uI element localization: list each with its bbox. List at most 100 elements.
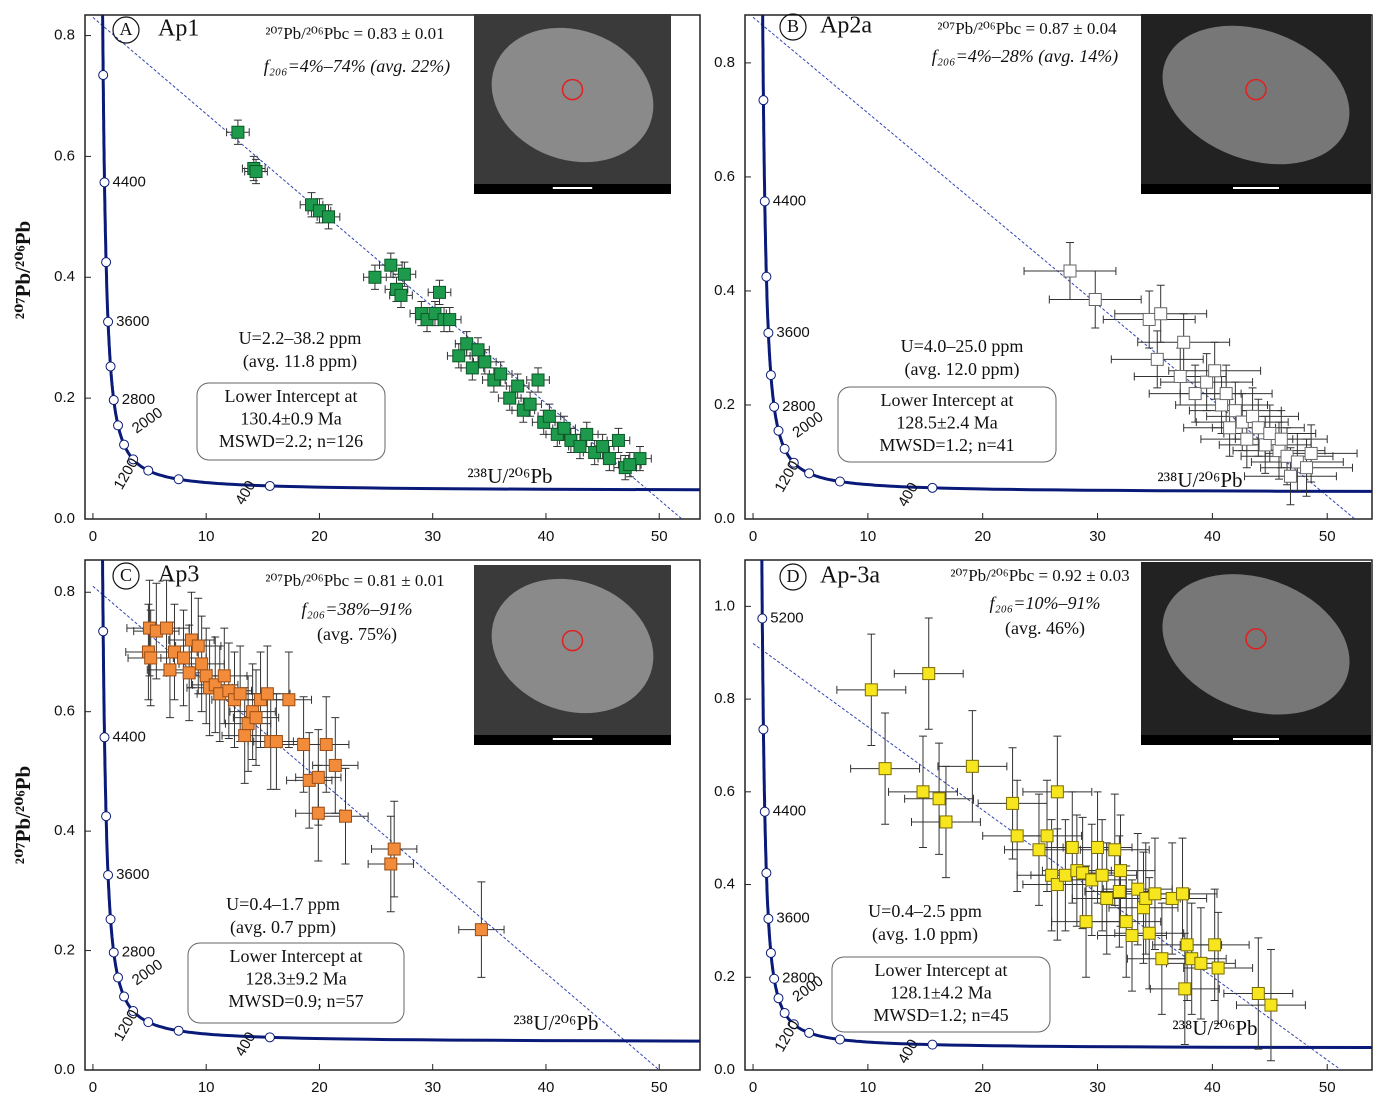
common-pb: ²⁰⁷Pb/²⁰⁶Pbc = 0.87 ± 0.04 bbox=[937, 19, 1117, 38]
point bbox=[192, 640, 204, 652]
point bbox=[312, 771, 324, 783]
x-tick-label: 0 bbox=[89, 528, 97, 545]
point bbox=[558, 422, 570, 434]
age-label: 3600 bbox=[776, 324, 809, 341]
point bbox=[1212, 962, 1224, 974]
point bbox=[1177, 888, 1189, 900]
concordia-marker bbox=[774, 994, 783, 1003]
concordia-marker bbox=[144, 466, 153, 475]
concordia-marker bbox=[762, 272, 771, 281]
point bbox=[865, 684, 877, 696]
y-tick-label: 0.0 bbox=[54, 1061, 75, 1078]
point bbox=[385, 259, 397, 271]
y-tick-label: 0.2 bbox=[54, 942, 75, 959]
point bbox=[1201, 376, 1213, 388]
y-tick-label: 1.0 bbox=[714, 597, 735, 614]
concordia-marker bbox=[805, 469, 814, 478]
point bbox=[283, 694, 295, 706]
panel-letter: D bbox=[787, 566, 800, 586]
point bbox=[1179, 983, 1191, 995]
intercept-text: Lower Intercept at bbox=[230, 946, 363, 966]
point bbox=[218, 670, 230, 682]
point bbox=[339, 810, 351, 822]
point bbox=[369, 271, 381, 283]
y-tick-label: 0.6 bbox=[54, 147, 75, 164]
point bbox=[250, 166, 262, 178]
point bbox=[933, 793, 945, 805]
x-tick-label: 40 bbox=[538, 1079, 555, 1096]
point bbox=[398, 268, 410, 280]
x-tick-label: 30 bbox=[1089, 528, 1106, 545]
concordia-marker bbox=[760, 197, 769, 206]
point bbox=[1252, 988, 1264, 1000]
x-axis-label: ²³⁸U/²⁰⁶Pb bbox=[513, 1011, 598, 1035]
age-label: 4400 bbox=[773, 803, 806, 820]
point bbox=[512, 380, 524, 392]
point bbox=[320, 739, 332, 751]
point bbox=[1275, 433, 1287, 445]
age-label: 4400 bbox=[112, 728, 145, 745]
x-tick-label: 50 bbox=[1319, 1079, 1336, 1096]
concordia-marker bbox=[120, 992, 129, 1001]
common-pb: ²⁰⁷Pb/²⁰⁶Pbc = 0.83 ± 0.01 bbox=[265, 24, 444, 43]
concordia-marker bbox=[99, 71, 108, 80]
intercept-text: 128.5±2.4 Ma bbox=[896, 413, 997, 433]
y-tick-label: 0.4 bbox=[54, 822, 75, 839]
concordia-marker bbox=[120, 440, 129, 449]
age-label: 4400 bbox=[112, 173, 145, 190]
x-tick-label: 10 bbox=[198, 528, 215, 545]
point bbox=[1181, 939, 1193, 951]
point bbox=[270, 736, 282, 748]
concordia-marker bbox=[928, 1040, 937, 1049]
x-tick-label: 40 bbox=[1204, 1079, 1221, 1096]
y-tick-label: 0.6 bbox=[714, 168, 735, 185]
point bbox=[312, 807, 324, 819]
point bbox=[1059, 869, 1071, 881]
f206: (avg. 75%) bbox=[317, 624, 397, 645]
point bbox=[1247, 410, 1259, 422]
x-tick-label: 30 bbox=[424, 1079, 441, 1096]
y-tick-label: 0.4 bbox=[714, 876, 735, 893]
point bbox=[164, 664, 176, 676]
concordia-marker bbox=[265, 481, 274, 490]
page: 010203040500.00.20.40.60.840012002000280… bbox=[0, 0, 1379, 1102]
concordia-marker bbox=[759, 96, 768, 105]
f206: f₂₀₆=4%–74% (avg. 22%) bbox=[264, 56, 450, 77]
point bbox=[1089, 293, 1101, 305]
point bbox=[1115, 865, 1127, 877]
point bbox=[1305, 447, 1317, 459]
x-tick-label: 10 bbox=[860, 1079, 877, 1096]
point bbox=[1113, 886, 1125, 898]
point bbox=[603, 453, 615, 465]
panel-letter: A bbox=[120, 19, 133, 39]
u-avg: (avg. 11.8 ppm) bbox=[243, 351, 357, 372]
u-range: U=2.2–38.2 ppm bbox=[239, 328, 362, 348]
point bbox=[1229, 405, 1241, 417]
point bbox=[466, 362, 478, 374]
age-label: 5200 bbox=[770, 609, 803, 626]
point bbox=[234, 688, 246, 700]
x-tick-label: 20 bbox=[974, 1079, 991, 1096]
point bbox=[329, 759, 341, 771]
x-tick-label: 20 bbox=[974, 528, 991, 545]
u-range: U=0.4–1.7 ppm bbox=[226, 894, 340, 914]
point bbox=[543, 410, 555, 422]
concordia-marker bbox=[114, 421, 123, 430]
point bbox=[574, 440, 586, 452]
concordia-marker bbox=[106, 362, 115, 371]
point bbox=[444, 314, 456, 326]
u-avg: (avg. 1.0 ppm) bbox=[872, 924, 978, 945]
f206: f₂₀₆=10%–91% bbox=[990, 593, 1101, 613]
x-tick-label: 30 bbox=[1089, 1079, 1106, 1096]
point bbox=[1064, 265, 1076, 277]
concordia-marker bbox=[102, 258, 111, 267]
point bbox=[1155, 308, 1167, 320]
y-tick-label: 0.4 bbox=[714, 282, 735, 299]
point bbox=[1143, 313, 1155, 325]
point bbox=[532, 374, 544, 386]
y-tick-label: 0.0 bbox=[54, 510, 75, 527]
point bbox=[1189, 388, 1201, 400]
sample-name: Ap2a bbox=[820, 13, 872, 39]
y-tick-label: 0.6 bbox=[54, 703, 75, 720]
intercept-text: Lower Intercept at bbox=[225, 386, 358, 406]
